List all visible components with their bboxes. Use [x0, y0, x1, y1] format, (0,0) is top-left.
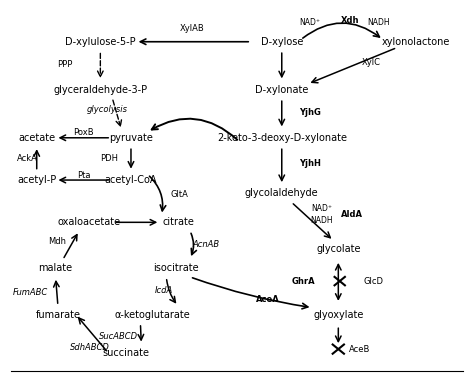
Text: pyruvate: pyruvate: [109, 133, 153, 143]
Text: GhrA: GhrA: [291, 277, 315, 286]
Text: glycolaldehyde: glycolaldehyde: [245, 188, 319, 199]
Text: Pta: Pta: [77, 171, 91, 180]
Text: isocitrate: isocitrate: [153, 264, 199, 274]
Text: IcdA: IcdA: [155, 286, 173, 295]
Text: fumarate: fumarate: [36, 310, 81, 320]
Text: acetyl-P: acetyl-P: [17, 175, 56, 185]
Text: AckA: AckA: [17, 154, 38, 163]
Text: succinate: succinate: [103, 348, 150, 358]
Text: glyceraldehyde-3-P: glyceraldehyde-3-P: [53, 85, 147, 95]
Text: SucABCD: SucABCD: [99, 332, 138, 341]
Text: XylAB: XylAB: [180, 24, 205, 33]
Text: PPP: PPP: [57, 60, 73, 69]
Text: Mdh: Mdh: [48, 237, 66, 246]
Text: xylonolactone: xylonolactone: [382, 37, 450, 47]
Text: glyoxylate: glyoxylate: [313, 310, 364, 320]
Text: acetyl-CoA: acetyl-CoA: [105, 175, 157, 185]
Text: GlcD: GlcD: [363, 277, 383, 286]
Text: NAD⁺: NAD⁺: [300, 18, 320, 27]
Text: XylC: XylC: [362, 58, 381, 67]
Text: Xdh: Xdh: [341, 16, 359, 25]
Text: glycolysis: glycolysis: [87, 105, 128, 114]
Text: NADH: NADH: [367, 18, 390, 27]
Text: glycolate: glycolate: [316, 244, 361, 254]
Text: YjhH: YjhH: [299, 159, 321, 168]
Text: PoxB: PoxB: [73, 128, 94, 137]
Text: NAD⁺: NAD⁺: [311, 204, 332, 212]
Text: α-ketoglutarate: α-ketoglutarate: [114, 310, 190, 320]
Text: acetate: acetate: [18, 133, 55, 143]
Text: SdhABCD: SdhABCD: [70, 343, 110, 352]
Text: AceB: AceB: [349, 344, 370, 354]
Text: D-xylulose-5-P: D-xylulose-5-P: [65, 37, 136, 47]
Text: PDH: PDH: [100, 154, 118, 163]
Text: citrate: citrate: [162, 217, 194, 227]
Text: oxaloacetate: oxaloacetate: [57, 217, 120, 227]
Text: NADH: NADH: [310, 216, 333, 225]
Text: AceA: AceA: [256, 295, 280, 304]
Text: D-xylonate: D-xylonate: [255, 85, 309, 95]
Text: GltA: GltA: [171, 190, 189, 199]
Text: AcnAB: AcnAB: [193, 240, 220, 249]
Text: FumABC: FumABC: [13, 288, 48, 297]
Text: YjhG: YjhG: [299, 108, 321, 117]
Text: 2-keto-3-deoxy-D-xylonate: 2-keto-3-deoxy-D-xylonate: [217, 133, 347, 143]
Text: D-xylose: D-xylose: [261, 37, 303, 47]
Text: AldA: AldA: [341, 210, 364, 219]
Text: malate: malate: [38, 264, 73, 274]
